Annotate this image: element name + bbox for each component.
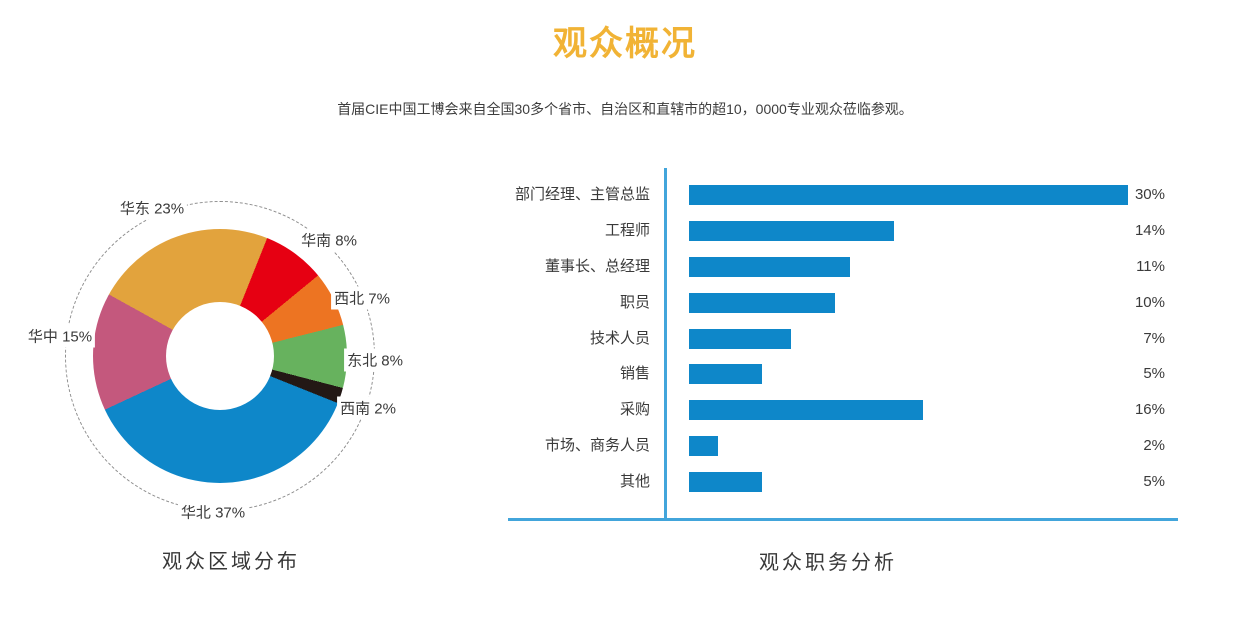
page-subtitle: 首届CIE中国工博会来自全国30多个省市、自治区和直辖市的超10，0000专业观… (337, 101, 913, 117)
bar-category-label: 销售 (619, 365, 650, 383)
bar-category-label: 采购 (619, 401, 650, 419)
bar-value: 7% (1143, 329, 1165, 347)
bar-category-label: 技术人员 (589, 329, 650, 347)
region-chart-title: 观众区域分布 (162, 551, 300, 573)
job-chart-title: 观众职务分析 (759, 552, 897, 574)
bar-chart-y-axis (664, 168, 667, 520)
bar-category-label: 董事长、总经理 (544, 257, 650, 275)
bar-value: 2% (1143, 437, 1165, 455)
bar (689, 328, 792, 349)
bar-value: 30% (1134, 186, 1165, 203)
bar-category-label: 其他 (619, 473, 650, 490)
bar-value: 10% (1134, 293, 1165, 311)
bar-category-label: 职员 (619, 293, 650, 311)
bar (689, 220, 894, 241)
bar (689, 256, 850, 277)
donut-segment-label: 华北 37% (177, 500, 249, 524)
donut-hole (166, 302, 274, 410)
bar-value: 5% (1143, 473, 1165, 490)
bar (689, 185, 1128, 205)
bar (689, 364, 763, 385)
donut-segment-label: 华中 15% (24, 324, 96, 348)
page-title: 观众概况 (553, 25, 697, 63)
donut-segment-label: 东北 8% (344, 348, 406, 372)
donut-segment-label: 华东 23% (116, 196, 188, 220)
donut-segment-label: 华南 8% (298, 228, 360, 252)
bar-value: 14% (1134, 221, 1165, 239)
bar (689, 472, 763, 492)
bar-category-label: 市场、商务人员 (544, 437, 650, 455)
donut-segment-label: 西北 7% (331, 286, 393, 310)
bar-category-label: 工程师 (604, 221, 650, 239)
bar (689, 400, 924, 421)
bar (689, 292, 836, 313)
bar-chart-x-axis (508, 518, 1178, 521)
donut-segment-label: 西南 2% (337, 396, 399, 420)
bar-category-label: 部门经理、主管总监 (514, 186, 650, 203)
bar-value: 11% (1136, 257, 1165, 275)
bar (689, 436, 719, 457)
bar-value: 16% (1134, 401, 1165, 419)
bar-value: 5% (1143, 365, 1165, 383)
